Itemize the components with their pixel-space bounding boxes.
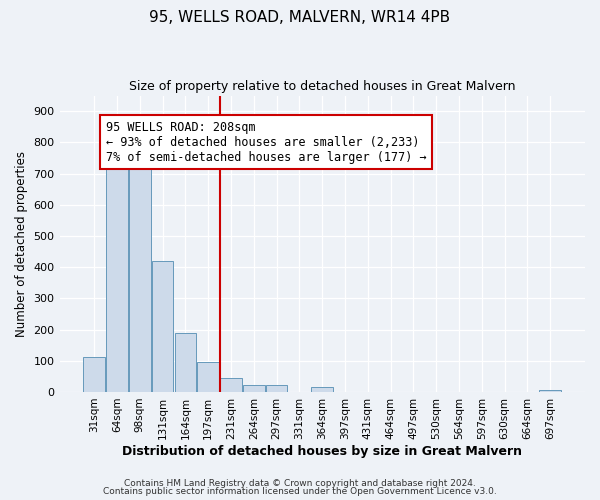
Text: 95, WELLS ROAD, MALVERN, WR14 4PB: 95, WELLS ROAD, MALVERN, WR14 4PB [149,10,451,25]
Text: Contains public sector information licensed under the Open Government Licence v3: Contains public sector information licen… [103,487,497,496]
Title: Size of property relative to detached houses in Great Malvern: Size of property relative to detached ho… [129,80,515,93]
Bar [197,362,219,392]
Bar [243,385,265,392]
Text: 95 WELLS ROAD: 208sqm
← 93% of detached houses are smaller (2,233)
7% of semi-de: 95 WELLS ROAD: 208sqm ← 93% of detached … [106,120,426,164]
Bar [220,378,242,392]
Y-axis label: Number of detached properties: Number of detached properties [15,151,28,337]
Bar [152,261,173,392]
Bar [106,158,128,392]
Bar [311,388,333,392]
Bar [539,390,561,392]
Bar [175,332,196,392]
Text: Contains HM Land Registry data © Crown copyright and database right 2024.: Contains HM Land Registry data © Crown c… [124,478,476,488]
X-axis label: Distribution of detached houses by size in Great Malvern: Distribution of detached houses by size … [122,444,522,458]
Bar [83,356,105,392]
Bar [129,158,151,392]
Bar [266,385,287,392]
